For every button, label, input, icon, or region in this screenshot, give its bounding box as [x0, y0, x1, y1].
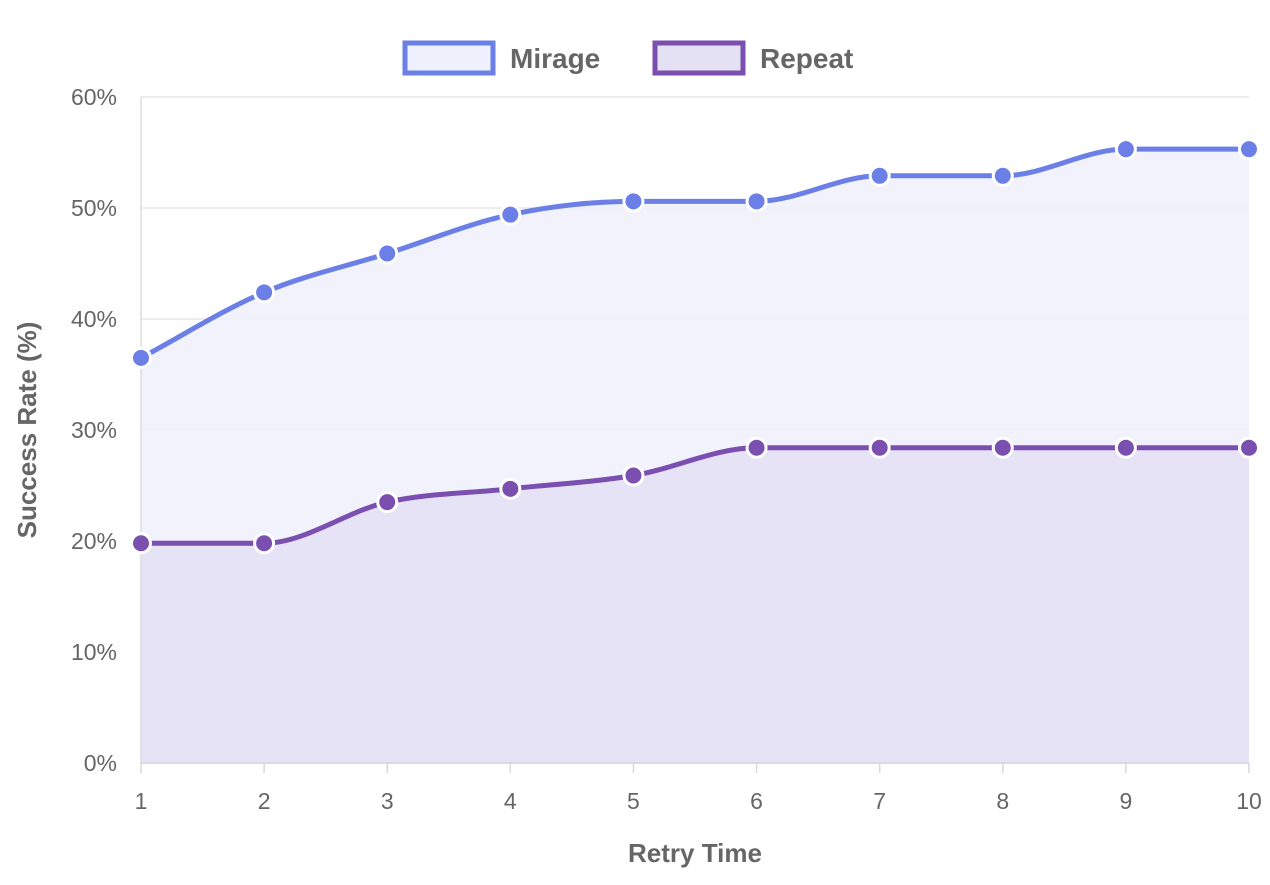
x-axis-title: Retry Time [628, 838, 762, 868]
legend-item-mirage[interactable]: Mirage [402, 40, 600, 76]
x-tick-label: 1 [135, 788, 148, 814]
data-point-mirage[interactable] [253, 281, 276, 304]
x-tick-label: 2 [258, 788, 271, 814]
legend-swatch [652, 40, 746, 76]
data-point-mirage[interactable] [745, 190, 768, 213]
legend[interactable]: Mirage Repeat [402, 40, 853, 76]
data-point-repeat[interactable] [253, 532, 276, 555]
x-tick-label: 9 [1119, 788, 1132, 814]
tick-labels: 0% 10% 20% 30% 40% 50% 60% 1 2 3 4 5 6 7 8 9 10 [71, 84, 1262, 814]
y-tick-label: 40% [71, 306, 117, 332]
data-point-mirage[interactable] [1114, 138, 1137, 161]
series-line-mirage [138, 146, 1252, 361]
x-tick-label: 8 [996, 788, 1009, 814]
axes [140, 97, 1250, 773]
data-point-mirage[interactable] [130, 346, 152, 369]
y-tick-label: 60% [71, 84, 117, 110]
data-point-mirage[interactable] [868, 164, 891, 187]
data-point-mirage[interactable] [622, 190, 645, 213]
y-tick-label: 0% [84, 750, 117, 776]
data-point-repeat[interactable] [376, 491, 399, 514]
y-tick-label: 20% [71, 528, 117, 554]
x-tick-label: 3 [381, 788, 394, 814]
data-points [130, 138, 1260, 555]
series-line-repeat [138, 445, 1252, 546]
data-point-repeat[interactable] [499, 477, 522, 500]
y-tick-label: 50% [71, 195, 117, 221]
data-point-mirage[interactable] [499, 203, 522, 226]
data-point-repeat[interactable] [622, 464, 645, 487]
y-axis-title: Success Rate (%) [12, 322, 42, 539]
data-point-repeat[interactable] [868, 436, 891, 459]
area-fills [141, 149, 1249, 764]
data-point-mirage[interactable] [376, 242, 399, 265]
x-tick-label: 7 [873, 788, 886, 814]
x-tick-label: 5 [627, 788, 640, 814]
series-lines [138, 146, 1252, 546]
data-point-repeat[interactable] [130, 532, 152, 555]
legend-item-repeat[interactable]: Repeat [652, 40, 853, 76]
data-point-mirage[interactable] [1238, 138, 1260, 161]
x-tick-label: 6 [750, 788, 763, 814]
data-point-repeat[interactable] [1238, 436, 1260, 459]
data-point-repeat[interactable] [1114, 436, 1137, 459]
x-tick-label: 4 [504, 788, 517, 814]
legend-swatch [402, 40, 496, 76]
area-fill-repeat [141, 447, 1249, 763]
data-point-repeat[interactable] [745, 436, 768, 459]
data-point-mirage[interactable] [991, 164, 1014, 187]
data-point-repeat[interactable] [991, 436, 1014, 459]
y-tick-label: 10% [71, 639, 117, 665]
legend-label: Repeat [760, 43, 853, 74]
x-tick-label: 10 [1236, 788, 1262, 814]
y-tick-label: 30% [71, 417, 117, 443]
legend-label: Mirage [510, 43, 600, 74]
